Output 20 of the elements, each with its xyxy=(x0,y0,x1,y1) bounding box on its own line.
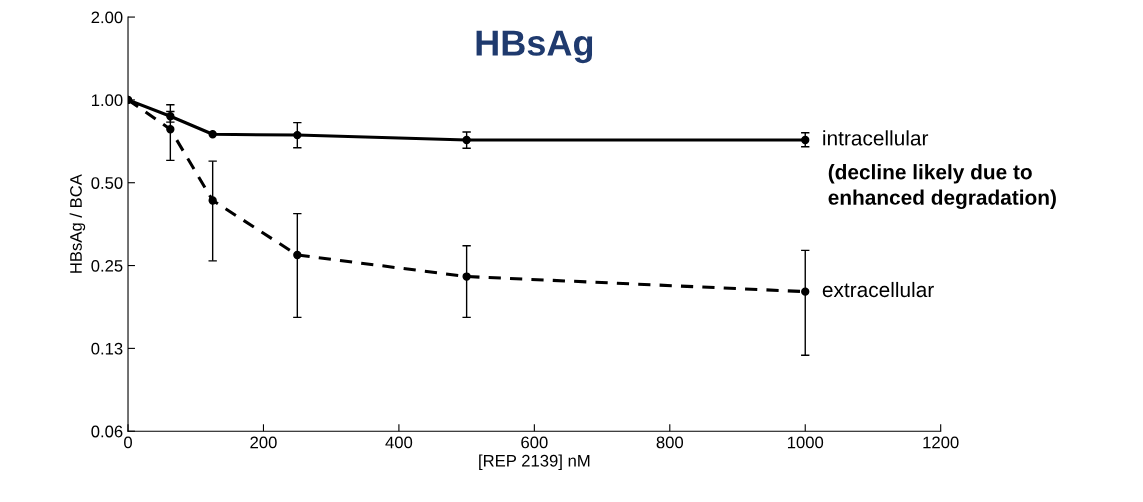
x-tick-label: 0 xyxy=(124,436,132,449)
point xyxy=(208,130,217,139)
x-tick-label: 400 xyxy=(385,436,413,449)
series-label: intracellular xyxy=(823,130,929,146)
annotation: (decline likely due to enhanced degradation) xyxy=(828,164,1056,210)
y-tick-label: 0.25 xyxy=(91,259,123,272)
y-axis-title: HBsAg / BCA xyxy=(69,174,86,273)
y-tick-label: 2.00 xyxy=(91,11,123,24)
y-tick-label: 1.00 xyxy=(91,94,123,107)
x-tick-label: 200 xyxy=(250,436,277,449)
x-tick-label: 600 xyxy=(521,436,548,449)
x-axis-title: [REP 2139] nM xyxy=(479,454,590,470)
y-tick-label: 0.06 xyxy=(91,425,123,438)
y-tick-label: 0.13 xyxy=(91,342,123,355)
x-tick-label: 1200 xyxy=(923,436,959,449)
chart-title: HBsAg xyxy=(476,30,593,64)
x-tick-label: 800 xyxy=(656,436,684,449)
x-tick-label: 1000 xyxy=(787,436,824,449)
y-tick-label: 0.50 xyxy=(91,177,123,189)
series-label: extracellular xyxy=(822,281,934,298)
